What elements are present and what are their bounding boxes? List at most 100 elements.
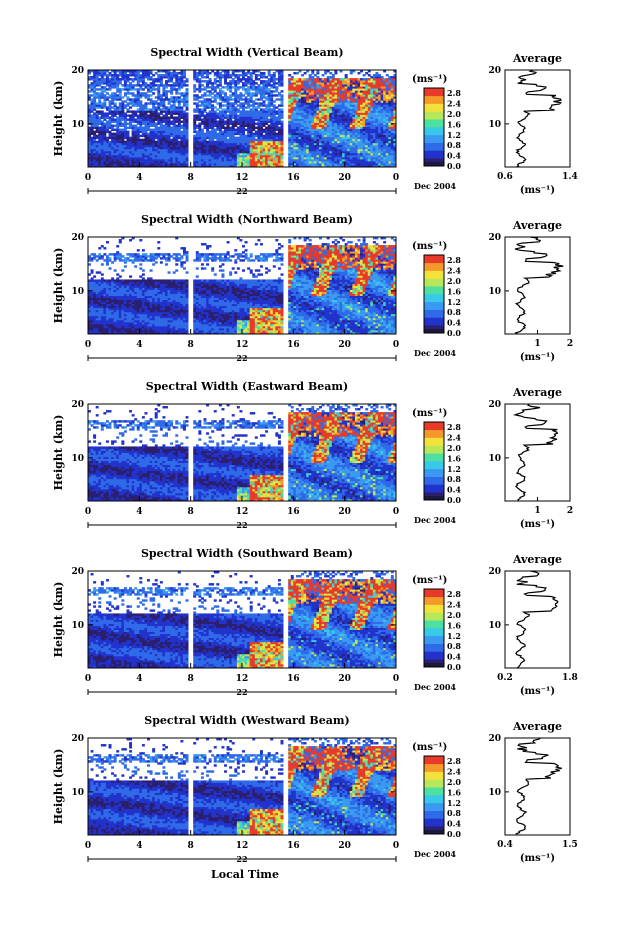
average-x-tick-label: 0.6 xyxy=(497,172,513,182)
heatmap-cell xyxy=(281,94,284,96)
heatmap-cell xyxy=(257,74,260,76)
heatmap-cell xyxy=(214,110,217,112)
heatmap-cell xyxy=(242,98,245,100)
heatmap-cell xyxy=(239,110,242,112)
heatmap-cell xyxy=(91,82,94,84)
x-tick-label: 0 xyxy=(393,173,399,183)
heatmap-cell xyxy=(219,72,222,74)
heatmap-cell xyxy=(209,72,212,74)
heatmap-cell xyxy=(239,86,242,88)
x-tick-label: 0 xyxy=(85,173,91,183)
heatmap-cell xyxy=(234,106,237,108)
heatmap-cell xyxy=(373,74,376,76)
heatmap-cell xyxy=(234,137,237,139)
heatmap-cell xyxy=(273,100,276,102)
heatmap-cell xyxy=(175,125,178,127)
heatmap-cell xyxy=(358,78,361,80)
heatmap-cell xyxy=(206,98,209,100)
heatmap-cell xyxy=(152,78,155,80)
heatmap-cell xyxy=(101,86,104,88)
heatmap-cell xyxy=(170,121,173,123)
heatmap-cell xyxy=(329,72,332,74)
heatmap-cell xyxy=(293,72,296,74)
heatmap-cell xyxy=(139,100,142,102)
heatmap-cell xyxy=(278,127,281,129)
heatmap-cell xyxy=(196,131,199,133)
heatmap-cell xyxy=(175,106,178,108)
heatmap-cell xyxy=(134,84,137,86)
colorbar-segment xyxy=(424,88,444,96)
heatmap-cell xyxy=(111,110,114,112)
heatmap-cell xyxy=(250,108,253,110)
heatmap-cell xyxy=(106,121,109,123)
heatmap-cell xyxy=(224,92,227,94)
date-label: Dec 2004 xyxy=(414,181,456,191)
heatmap-cell xyxy=(216,133,219,135)
heatmap-cell xyxy=(129,137,132,139)
heatmap-cell xyxy=(296,78,299,80)
heatmap-cell xyxy=(178,92,181,94)
colorbar-segment xyxy=(424,119,444,127)
heatmap-cell xyxy=(237,74,240,76)
heatmap-cell xyxy=(201,84,204,86)
heatmap-cell xyxy=(121,129,124,131)
heatmap-cell xyxy=(214,86,217,88)
heatmap-cell xyxy=(224,86,227,88)
heatmap-cell xyxy=(309,74,312,76)
colorbar-segment xyxy=(424,143,444,151)
heatmap-cell xyxy=(168,98,171,100)
heatmap-cell xyxy=(132,78,135,80)
heatmap-cell xyxy=(201,80,204,82)
heatmap-cell xyxy=(142,139,145,141)
heatmap-cell xyxy=(257,110,260,112)
heatmap-cell xyxy=(198,108,201,110)
panel-2: Spectral Width (Northward Beam)1020Heigh… xyxy=(52,213,573,363)
heatmap-cell xyxy=(211,82,214,84)
colorbar-unit: (ms⁻¹) xyxy=(412,74,447,85)
heatmap-cell xyxy=(129,92,132,94)
colorbar-segment xyxy=(424,104,444,112)
heatmap-cell xyxy=(124,104,127,106)
heatmap-cell xyxy=(114,119,117,121)
heatmap-cell xyxy=(139,139,142,141)
colorbar-tick-label: 0.4 xyxy=(447,151,461,161)
heatmap-cell xyxy=(111,106,114,108)
heatmap-cells xyxy=(88,237,396,334)
heatmap-cell xyxy=(93,131,96,133)
heatmap-cell xyxy=(147,84,150,86)
heatmap-cell xyxy=(103,112,106,114)
colorbar-tick-label: 2.8 xyxy=(447,88,461,98)
heatmap-cell xyxy=(204,98,207,100)
heatmap-cell xyxy=(129,114,132,116)
heatmap-cell xyxy=(111,125,114,127)
heatmap-cell xyxy=(139,84,142,86)
heatmap-cell xyxy=(227,96,230,98)
heatmap-cell xyxy=(127,123,130,125)
heatmap-cell xyxy=(250,104,253,106)
heatmap-cell xyxy=(375,72,378,74)
heatmap-cell xyxy=(119,78,122,80)
heatmap-cell xyxy=(116,116,119,118)
heatmap-cell xyxy=(296,72,299,74)
colorbar-segment xyxy=(424,135,444,143)
heatmap-cell xyxy=(178,76,181,78)
heatmap-cell xyxy=(162,84,165,86)
heatmap-cell xyxy=(378,74,381,76)
y-tick-label: 10 xyxy=(71,120,84,130)
heatmap-cell xyxy=(139,135,142,137)
heatmap-cell xyxy=(178,141,181,143)
heatmap-cell xyxy=(196,88,199,90)
heatmap-cell xyxy=(106,92,109,94)
heatmap-cell xyxy=(147,102,150,104)
average-frame xyxy=(505,70,570,167)
heatmap-cell xyxy=(201,129,204,131)
heatmap-cell xyxy=(134,88,137,90)
heatmap-cell xyxy=(204,76,207,78)
heatmap-cell xyxy=(137,114,140,116)
heatmap-cell xyxy=(232,121,235,123)
heatmap-cell xyxy=(98,88,101,90)
heatmap-cell xyxy=(160,116,163,118)
heatmap-cell xyxy=(211,96,214,98)
heatmap-cell xyxy=(116,94,119,96)
heatmap-cell xyxy=(162,74,165,76)
